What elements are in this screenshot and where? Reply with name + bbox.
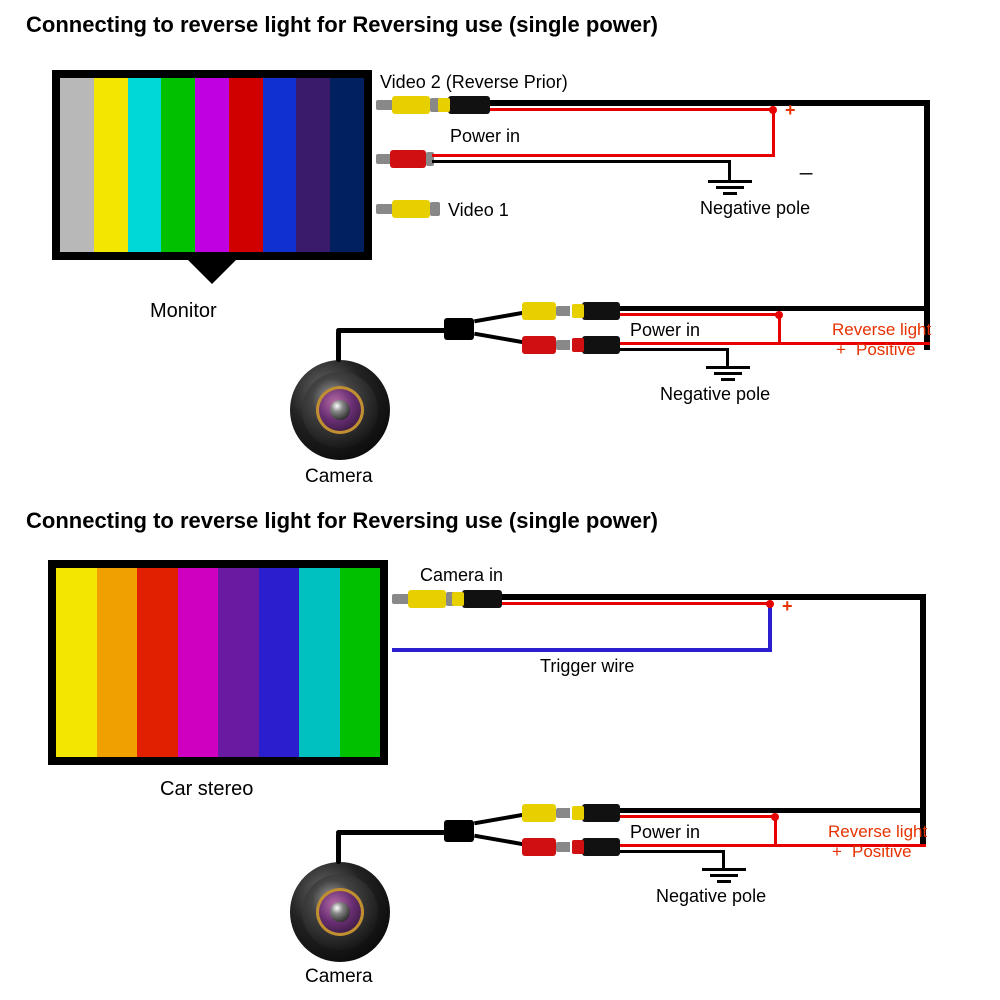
- neg-vert-1: [728, 160, 731, 180]
- positive-2: Positive: [852, 842, 912, 862]
- video2-jack-ring: [438, 98, 450, 112]
- cam2-neg-label: Negative pole: [656, 886, 766, 907]
- camerain-red: [502, 602, 772, 605]
- cam1-powerin-label: Power in: [630, 320, 700, 341]
- camera-2-label: Camera: [305, 966, 373, 988]
- minus-1: _: [800, 150, 812, 176]
- rev-light-1: Reverse light: [832, 320, 931, 340]
- cam2-y-ring: [572, 806, 584, 820]
- cam2-powerin-label: Power in: [630, 822, 700, 843]
- cam2-cable-h: [336, 830, 446, 835]
- camera-in-label: Camera in: [420, 565, 503, 586]
- camerain-jack: [462, 590, 502, 608]
- trigger-wire-label: Trigger wire: [540, 656, 634, 677]
- cam1-neg-label: Negative pole: [660, 384, 770, 405]
- cam1-r-ring: [572, 338, 584, 352]
- junction-dot-1: [769, 106, 777, 114]
- cam1-rca-r-plug: [522, 336, 570, 354]
- ground-1: [708, 180, 752, 195]
- cam2-neg-v: [722, 850, 725, 868]
- cam1-y-black: [620, 306, 930, 311]
- cam1-cable-v: [336, 330, 341, 362]
- camerain-ring: [452, 592, 464, 606]
- right-vert-black-1: [924, 100, 930, 350]
- video2-wire-black: [490, 100, 930, 106]
- cam2-rca-y-plug: [522, 804, 570, 822]
- cam1-rca-y-plug: [522, 302, 570, 320]
- plus-1: +: [785, 100, 796, 121]
- powerin-wire-red: [432, 154, 775, 157]
- cam1-y-ring: [572, 304, 584, 318]
- camera-2: [290, 862, 390, 962]
- cam1-pwr-black: [620, 348, 728, 351]
- trigger-wire-v: [768, 605, 772, 652]
- ground-3: [702, 868, 746, 883]
- powerin-red-vert: [772, 108, 775, 157]
- powerin-wire-black: [432, 160, 730, 163]
- rev-light-2: Reverse light: [828, 822, 927, 842]
- cam2-branch-y: [474, 813, 524, 826]
- cam1-branch-y: [474, 311, 524, 324]
- cam1-branch-r: [474, 332, 524, 345]
- video2-rca-plug: [376, 96, 440, 114]
- cam2-cable-v: [336, 832, 341, 864]
- ground-2: [706, 366, 750, 381]
- car-stereo-display: [48, 560, 388, 765]
- camera-1: [290, 360, 390, 460]
- junction-dot-2: [775, 311, 783, 319]
- video1-label: Video 1: [448, 200, 509, 221]
- camerain-black: [502, 594, 926, 600]
- camerain-plug: [392, 590, 456, 608]
- monitor-display: [52, 70, 372, 260]
- video2-rca-jack: [448, 96, 490, 114]
- cam2-branch-r: [474, 834, 524, 847]
- cam2-y-red: [620, 815, 776, 818]
- car-stereo-label: Car stereo: [160, 778, 253, 801]
- powerin-label: Power in: [450, 126, 520, 147]
- cam1-rca-r-jack: [582, 336, 620, 354]
- positive-1: Positive: [856, 340, 916, 360]
- video1-plug: [376, 200, 440, 218]
- trigger-wire: [392, 648, 770, 652]
- junction-dot-3: [766, 600, 774, 608]
- cam2-rca-y-jack: [582, 804, 620, 822]
- title-2: Connecting to reverse light for Reversin…: [26, 508, 658, 534]
- junction-dot-4: [771, 813, 779, 821]
- plus-2: +: [836, 340, 846, 360]
- plus-4: +: [832, 842, 842, 862]
- plus-3: +: [782, 596, 793, 617]
- cam1-rca-y-jack: [582, 302, 620, 320]
- cam1-y-red: [620, 313, 780, 316]
- cam2-rca-r-jack: [582, 838, 620, 856]
- cam1-neg-v: [726, 348, 729, 366]
- cam2-rca-r-plug: [522, 838, 570, 856]
- camera-1-label: Camera: [305, 466, 373, 488]
- monitor-label: Monitor: [150, 300, 217, 323]
- powerin-plug: [376, 150, 434, 168]
- cam2-r-ring: [572, 840, 584, 854]
- video2-label: Video 2 (Reverse Prior): [380, 72, 568, 93]
- title-1: Connecting to reverse light for Reversin…: [26, 12, 658, 38]
- cam1-cable-h: [336, 328, 446, 333]
- cam2-pwr-black: [620, 850, 724, 853]
- video2-wire-red: [490, 108, 775, 111]
- neg-pole-1: Negative pole: [700, 198, 810, 219]
